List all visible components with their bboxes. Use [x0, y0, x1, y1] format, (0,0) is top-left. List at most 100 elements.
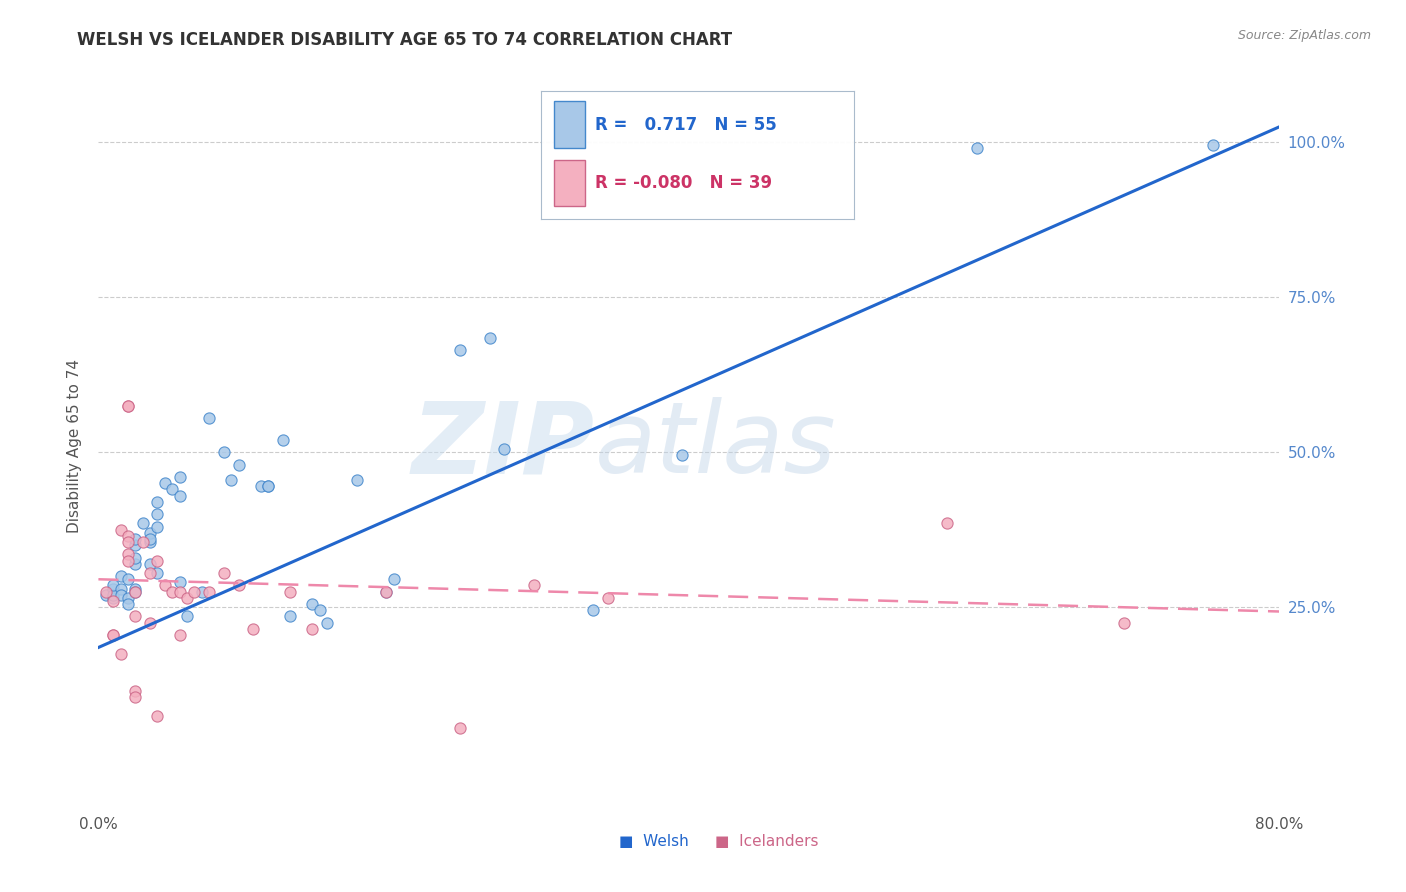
Point	[146, 507, 169, 521]
Point	[124, 690, 146, 704]
Point	[124, 532, 146, 546]
Point	[146, 566, 169, 580]
Point	[110, 523, 132, 537]
Point	[124, 683, 146, 698]
Point	[103, 588, 125, 602]
Point	[146, 495, 169, 509]
Point	[936, 516, 959, 531]
Point	[478, 330, 501, 344]
Point	[169, 575, 191, 590]
Point	[242, 622, 264, 636]
Point	[183, 584, 205, 599]
Point	[966, 141, 988, 155]
Point	[124, 550, 146, 565]
Point	[169, 470, 191, 484]
Point	[162, 584, 183, 599]
Point	[124, 538, 146, 552]
Point	[110, 582, 132, 596]
Point	[271, 433, 294, 447]
Point	[132, 516, 155, 531]
Point	[103, 582, 125, 596]
Point	[346, 473, 368, 487]
Point	[596, 591, 619, 605]
Point	[124, 582, 146, 596]
Point	[280, 584, 302, 599]
Point	[169, 489, 191, 503]
Point	[117, 554, 139, 568]
Point	[212, 445, 235, 459]
Point	[124, 584, 146, 599]
Point	[139, 535, 162, 549]
Point	[169, 628, 191, 642]
Text: ■  Welsh: ■ Welsh	[619, 834, 689, 849]
Point	[117, 597, 139, 611]
Point	[139, 557, 162, 571]
Point	[110, 647, 132, 661]
Point	[139, 532, 162, 546]
Point	[176, 591, 198, 605]
Text: ZIP: ZIP	[412, 398, 595, 494]
Point	[316, 615, 339, 630]
Point	[110, 588, 132, 602]
Point	[494, 442, 516, 456]
Point	[191, 584, 214, 599]
Point	[110, 569, 132, 583]
Point	[103, 628, 125, 642]
Point	[301, 622, 323, 636]
Point	[94, 584, 117, 599]
Point	[212, 566, 235, 580]
Point	[1114, 615, 1136, 630]
Point	[198, 584, 221, 599]
Point	[153, 476, 176, 491]
Point	[146, 519, 169, 533]
Text: WELSH VS ICELANDER DISABILITY AGE 65 TO 74 CORRELATION CHART: WELSH VS ICELANDER DISABILITY AGE 65 TO …	[77, 31, 733, 49]
Point	[103, 594, 125, 608]
Point	[169, 584, 191, 599]
Point	[103, 591, 125, 605]
Point	[449, 343, 471, 357]
Point	[582, 603, 605, 617]
Point	[94, 588, 117, 602]
Point	[139, 615, 162, 630]
Point	[176, 609, 198, 624]
Point	[309, 603, 332, 617]
Point	[117, 399, 139, 413]
Point	[375, 584, 398, 599]
Point	[221, 473, 243, 487]
Point	[671, 448, 693, 462]
Point	[162, 483, 183, 497]
Point	[139, 525, 162, 540]
Text: ■  Icelanders: ■ Icelanders	[714, 834, 818, 849]
Point	[228, 458, 250, 472]
Point	[301, 597, 323, 611]
Point	[257, 479, 280, 493]
Point	[103, 628, 125, 642]
Point	[449, 721, 471, 735]
Point	[523, 578, 546, 592]
Text: atlas: atlas	[595, 398, 837, 494]
Point	[117, 399, 139, 413]
Point	[117, 591, 139, 605]
Text: Source: ZipAtlas.com: Source: ZipAtlas.com	[1237, 29, 1371, 42]
Point	[117, 535, 139, 549]
Point	[280, 609, 302, 624]
Point	[153, 578, 176, 592]
Point	[146, 554, 169, 568]
Point	[124, 609, 146, 624]
Point	[228, 578, 250, 592]
Point	[124, 557, 146, 571]
Point	[117, 572, 139, 586]
Point	[117, 548, 139, 562]
Point	[250, 479, 273, 493]
Y-axis label: Disability Age 65 to 74: Disability Age 65 to 74	[67, 359, 83, 533]
Point	[257, 479, 280, 493]
Point	[146, 708, 169, 723]
Point	[117, 529, 139, 543]
Point	[375, 584, 398, 599]
Point	[1202, 138, 1225, 153]
Point	[382, 572, 405, 586]
Point	[103, 578, 125, 592]
Point	[198, 411, 221, 425]
Point	[139, 566, 162, 580]
Point	[124, 584, 146, 599]
